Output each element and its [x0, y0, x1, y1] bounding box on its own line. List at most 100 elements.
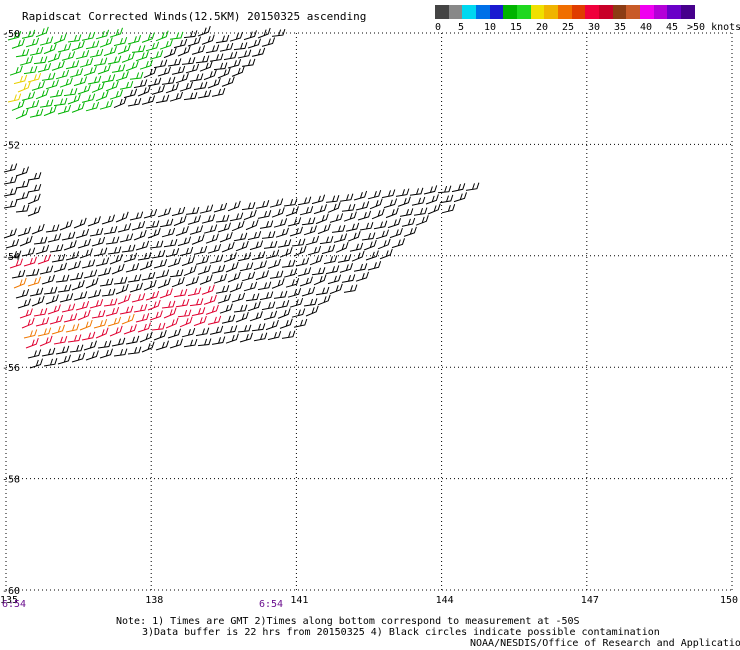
wind-barb [97, 64, 111, 75]
wind-barb [27, 205, 41, 217]
wind-barb [103, 226, 118, 235]
wind-barb [27, 72, 42, 83]
wind-barb [163, 238, 178, 248]
colorbar-swatch [448, 5, 463, 19]
wind-barb [37, 327, 52, 337]
wind-barb [183, 265, 197, 277]
colorbar-swatch [571, 5, 586, 19]
wind-barb [69, 68, 84, 78]
wind-barb [3, 200, 18, 209]
wind-barb [285, 206, 299, 217]
wind-barb [209, 254, 224, 264]
wind-barb [351, 250, 365, 262]
wind-barb [45, 79, 59, 90]
wind-barb [53, 335, 68, 345]
wind-barb [323, 255, 338, 265]
wind-barb [155, 340, 169, 351]
colorbar-label: 45 [666, 22, 679, 33]
wind-barb [103, 298, 118, 307]
wind-barb [229, 212, 244, 222]
longitude-label: 138 [145, 595, 163, 606]
wind-barb [291, 308, 306, 318]
wind-barb [199, 274, 213, 285]
wind-barb [263, 240, 278, 249]
wind-barb [145, 290, 160, 301]
wind-barb [27, 193, 41, 205]
wind-barb [121, 313, 135, 325]
wind-barb [341, 274, 356, 283]
colorbar-label: 20 [536, 22, 549, 33]
wind-barb [137, 252, 152, 261]
wind-barb [173, 38, 188, 49]
wind-barb [39, 36, 54, 46]
wind-barb [27, 276, 41, 287]
wind-barb [157, 278, 171, 289]
colorbar-swatch [476, 5, 490, 19]
wind-barb [71, 280, 85, 291]
wind-barb [247, 231, 262, 241]
wind-barb [153, 259, 168, 269]
wind-barb [263, 310, 278, 321]
wind-barb [145, 41, 160, 52]
colorbar-label: 30 [588, 22, 601, 33]
wind-barb [355, 271, 369, 282]
wind-barb [79, 319, 93, 331]
wind-barb [101, 288, 116, 297]
wind-barb [233, 232, 248, 242]
wind-barb [241, 202, 256, 211]
wind-barb [77, 309, 91, 321]
wind-barb [47, 233, 62, 243]
wind-barb [15, 166, 29, 177]
wind-barb [311, 194, 326, 205]
wind-barb [91, 82, 105, 93]
wind-barb [297, 196, 312, 206]
wind-barb [139, 260, 153, 271]
wind-barb [271, 28, 286, 37]
wind-barb [367, 261, 382, 271]
latitude-labels: -50 -52 -54 -56 -58 -60 [2, 29, 20, 597]
wind-barb [203, 69, 217, 81]
wind-barb [99, 100, 114, 110]
wind-barb [123, 88, 138, 99]
wind-barb [61, 231, 76, 241]
wind-barb [119, 80, 134, 90]
wind-barb [231, 292, 246, 303]
wind-barb [21, 247, 36, 257]
wind-barb [305, 305, 319, 317]
wind-barb [219, 42, 234, 52]
wind-barb [181, 57, 196, 65]
wind-barb [321, 244, 336, 255]
wind-barb [93, 247, 108, 257]
wind-barb [227, 58, 242, 69]
wind-barb [131, 220, 146, 231]
wind-barb [35, 244, 50, 255]
wind-barb [183, 338, 198, 348]
wind-barb [177, 45, 191, 57]
colorbar-swatch [653, 5, 668, 19]
wind-barb [287, 288, 302, 298]
wind-barb [123, 324, 137, 335]
wind-barb [271, 207, 285, 218]
wind-barb [139, 331, 153, 343]
wind-barb [313, 274, 327, 286]
wind-barb [69, 344, 84, 353]
wind-barb [109, 27, 123, 38]
wind-barb [239, 262, 254, 272]
wind-barb [101, 74, 116, 83]
wind-barb [275, 299, 290, 309]
wind-barb [233, 304, 248, 313]
wind-barb [207, 77, 221, 89]
wind-barb [125, 60, 139, 72]
wind-barb [225, 261, 239, 273]
wind-barb [241, 271, 256, 282]
wind-barb [169, 269, 184, 278]
wind-speed-colorbar: 0 5 10 15 20 25 30 35 40 45 >50 knots [435, 5, 740, 35]
wind-barb [267, 258, 281, 269]
wind-barb [115, 71, 129, 82]
wind-barb [391, 238, 405, 249]
wind-barb [7, 250, 22, 259]
wind-barb [75, 228, 90, 239]
wind-barb [201, 214, 216, 224]
wind-barb [177, 236, 192, 247]
wind-barb [155, 94, 170, 104]
